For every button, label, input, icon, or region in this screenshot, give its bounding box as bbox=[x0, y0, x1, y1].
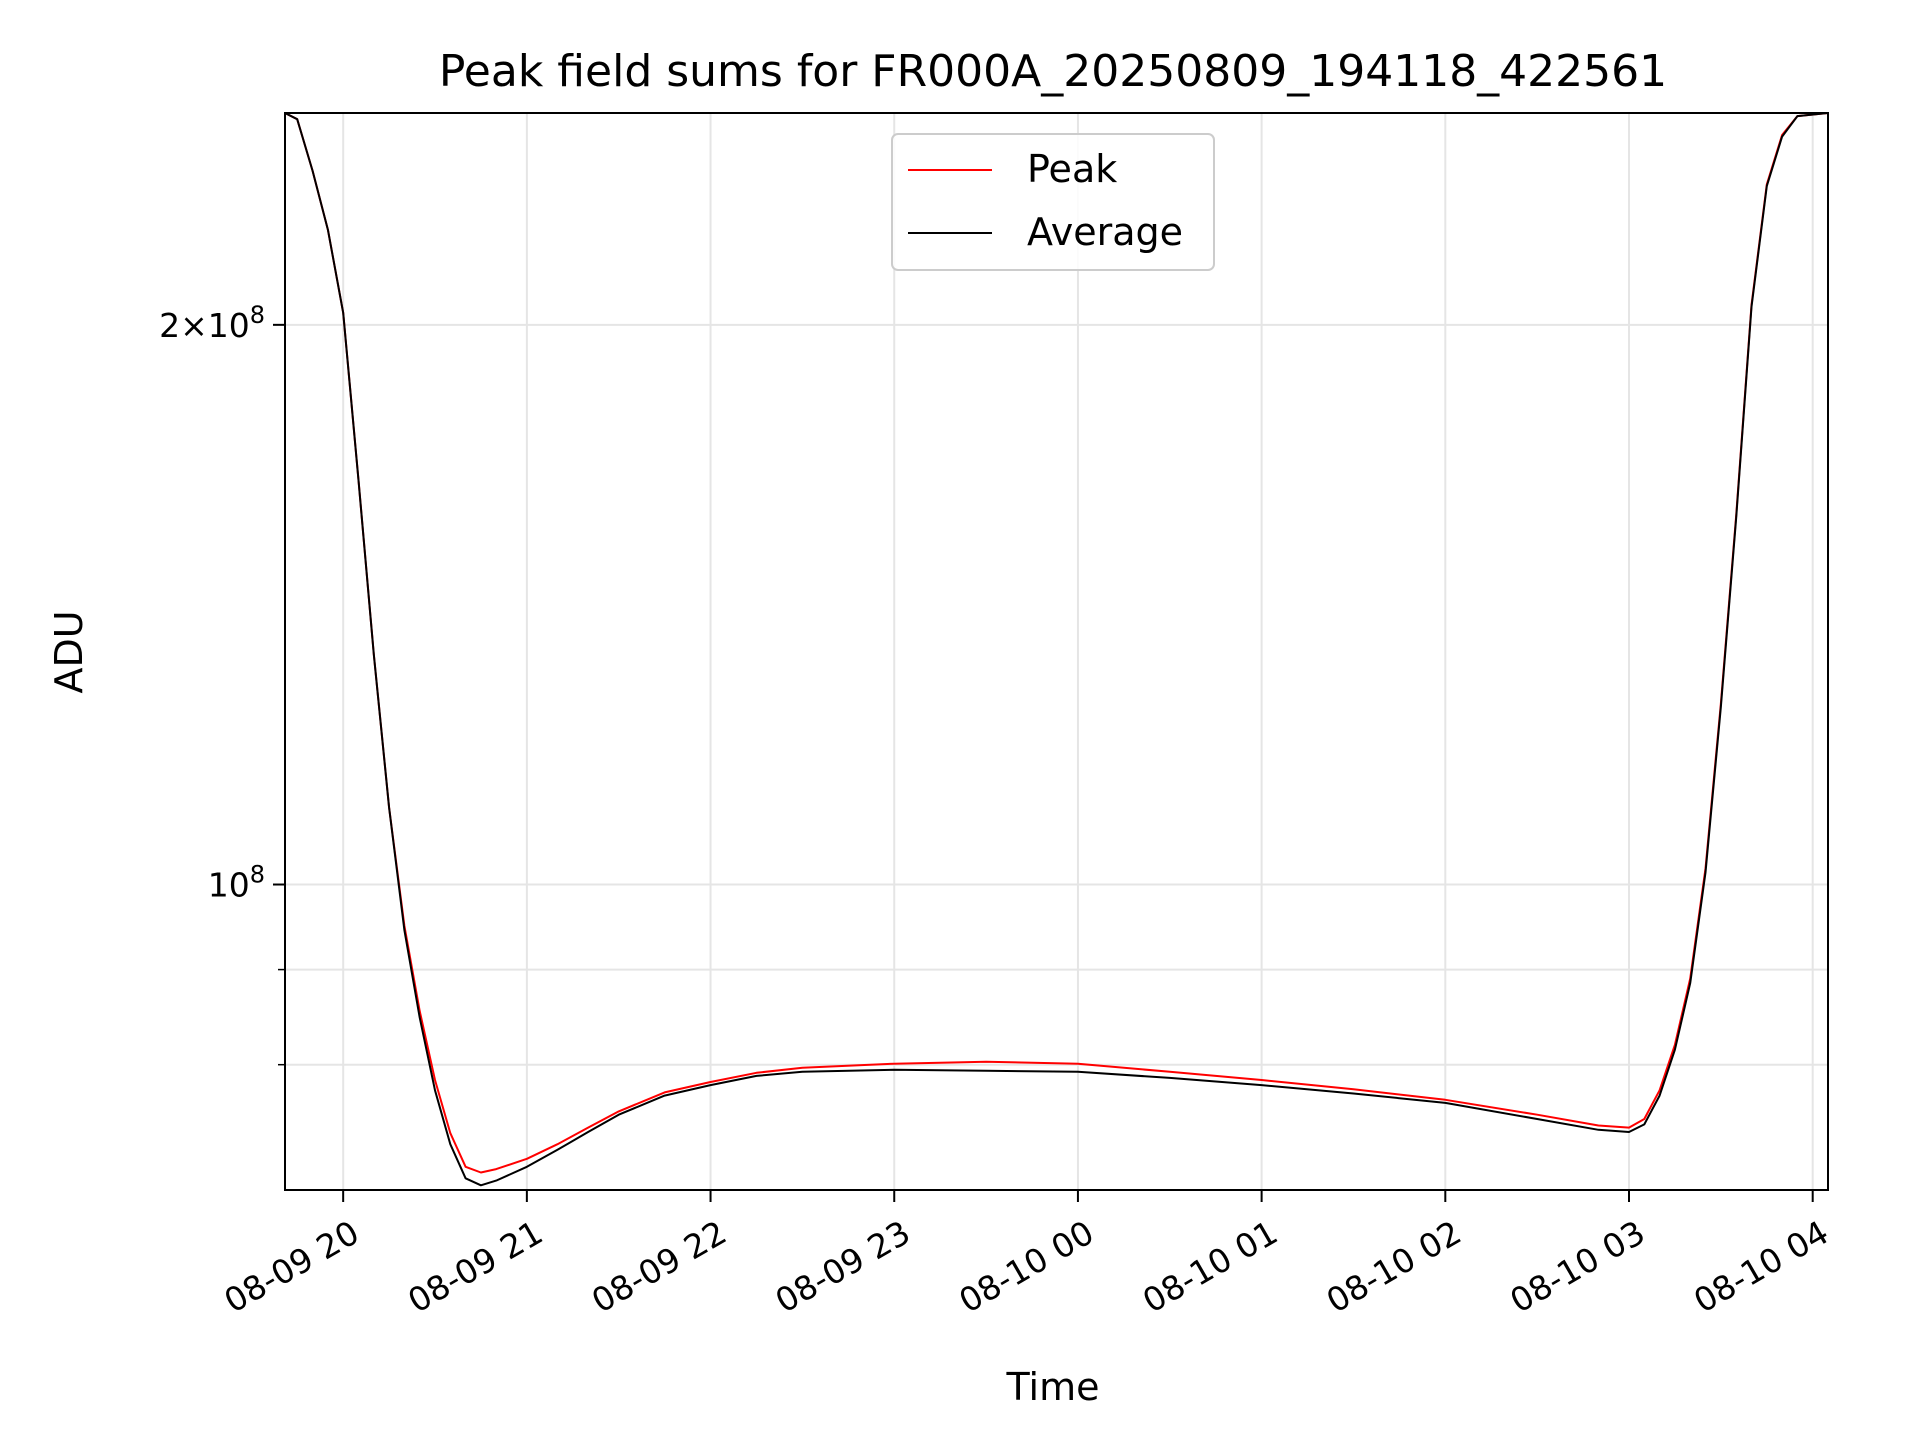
series-lines bbox=[285, 113, 1828, 1187]
chart-title: Peak field sums for FR000A_20250809_1941… bbox=[439, 46, 1667, 97]
y-tick-label: 2×108 bbox=[159, 301, 265, 345]
plot-frame bbox=[284, 112, 1829, 1191]
x-axis-label: Time bbox=[1006, 1365, 1100, 1409]
y-axis-ticks: 108 2×108 bbox=[159, 301, 285, 1066]
series-line-average bbox=[285, 113, 1828, 1187]
grid-lines bbox=[285, 113, 1828, 1190]
legend: Peak Average bbox=[891, 133, 1215, 271]
y-tick-label: 108 bbox=[208, 861, 265, 905]
legend-label-peak: Peak bbox=[1027, 147, 1117, 191]
y-axis-label: ADU bbox=[47, 610, 91, 693]
legend-label-average: Average bbox=[1027, 210, 1183, 254]
legend-box bbox=[891, 133, 1215, 271]
